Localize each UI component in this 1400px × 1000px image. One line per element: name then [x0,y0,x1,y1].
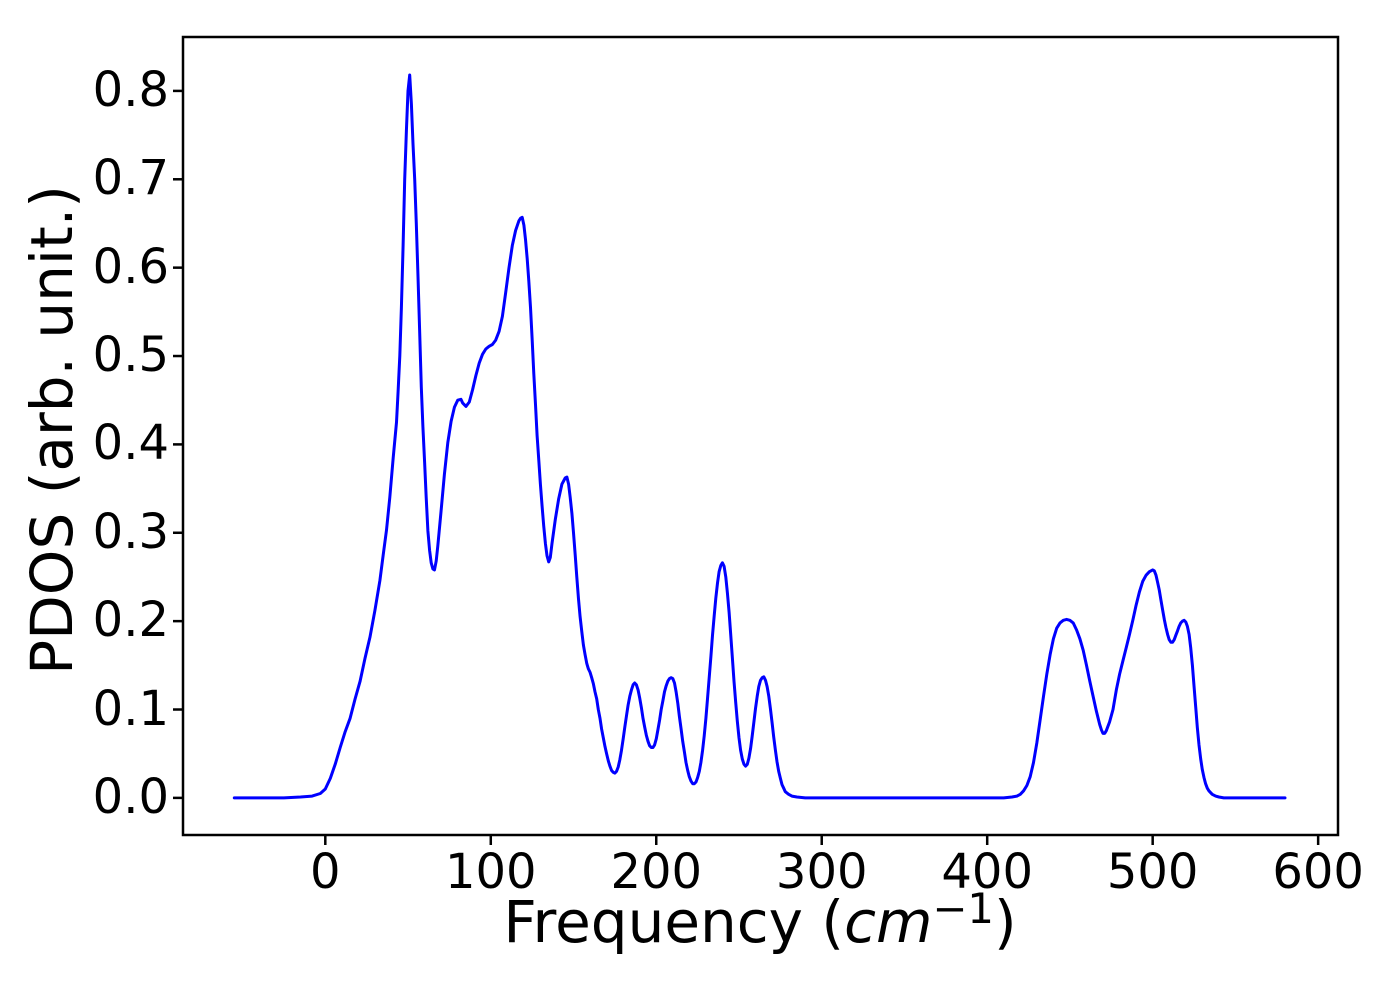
y-tick-label: 0.8 [92,61,169,118]
x-axis-label-suffix: ) [994,888,1017,956]
x-tick-label: 600 [1272,844,1364,900]
x-tick-label: 100 [444,844,537,900]
y-tick-label: 0.5 [92,327,169,384]
plot-border [181,35,1340,837]
x-axis-label-exponent: −1 [932,884,994,934]
y-tick-label: 0.0 [92,768,169,825]
x-tick-label: 500 [1106,844,1199,900]
x-tick-label: 0 [310,844,341,900]
x-tick-label: 400 [941,844,1033,900]
x-tick-label: 300 [775,844,868,900]
y-axis-label: PDOS (arb. unit.) [18,185,86,675]
x-axis-label-prefix: Frequency ( [503,888,845,956]
y-tick-label: 0.3 [92,503,169,560]
y-tick-label: 0.6 [92,238,169,295]
y-tick-label: 0.7 [92,150,169,207]
y-tick-label: 0.1 [92,680,169,737]
x-tick-label: 200 [610,844,703,900]
x-axis-label-unit: cm [844,888,933,956]
x-axis-label: Frequency (cm−1) [503,888,1016,951]
y-tick-label: 0.4 [92,415,169,472]
pdos-curve [232,73,1287,800]
y-tick-label: 0.2 [92,592,169,649]
